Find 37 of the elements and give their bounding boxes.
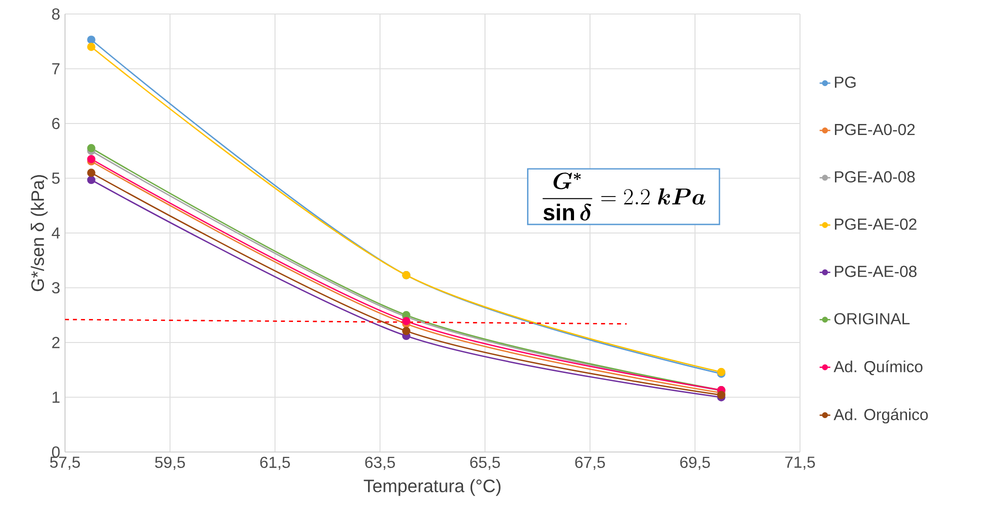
legend-label: PGE-AE-02 xyxy=(834,218,916,230)
x-tick-label: 61,5 xyxy=(260,456,290,470)
point xyxy=(87,168,96,177)
point xyxy=(402,326,410,336)
point xyxy=(87,36,96,44)
point xyxy=(87,154,96,164)
point xyxy=(87,144,96,152)
point xyxy=(717,390,726,400)
legend-label: PGE-A0-02 xyxy=(834,124,915,136)
y-axis-title: G*/sen δ (kPa) xyxy=(30,175,48,292)
y-tick-label: 1 xyxy=(52,392,60,403)
y-tick-label: 6 xyxy=(52,118,60,130)
y-tick-label: 7 xyxy=(52,63,60,74)
x-tick-label: 69,5 xyxy=(680,456,710,470)
x-tick-label: 57,5 xyxy=(50,456,80,470)
y-tick-label: 2 xyxy=(52,336,60,348)
legend-label: PGE-AE-08 xyxy=(834,266,917,278)
point xyxy=(402,317,410,326)
x-axis-title: Temperatura (°C) xyxy=(364,479,500,496)
y-tick-label: 8 xyxy=(52,8,60,20)
x-tick-label: 65,5 xyxy=(470,456,500,470)
y-tick-label: 3 xyxy=(52,282,60,294)
point xyxy=(87,176,96,184)
point xyxy=(87,42,96,51)
legend-label: Ad. Orgánico xyxy=(834,408,928,424)
x-tick-label: 67,5 xyxy=(575,456,605,470)
y-tick-label: 0 xyxy=(52,446,60,458)
legend-label: PG xyxy=(834,76,856,88)
x-tick-label: 59,5 xyxy=(155,456,185,470)
legend-label: PGE-A0-08 xyxy=(834,171,915,182)
x-tick-label: 63,5 xyxy=(365,456,395,470)
y-tick-label: 5 xyxy=(52,172,60,184)
annotation: $\frac{\boldsymbol{G^{*}}}{\mathbf{sin}\,\boldsymbol{\delta}}=2.2\ \boldsymbol{kPa}$ xyxy=(542,172,706,220)
legend-label: Ad. Químico xyxy=(834,360,922,376)
y-tick-label: 4 xyxy=(52,228,60,238)
legend-label: ORIGINAL xyxy=(834,313,910,324)
x-tick-label: 71,5 xyxy=(785,456,815,470)
